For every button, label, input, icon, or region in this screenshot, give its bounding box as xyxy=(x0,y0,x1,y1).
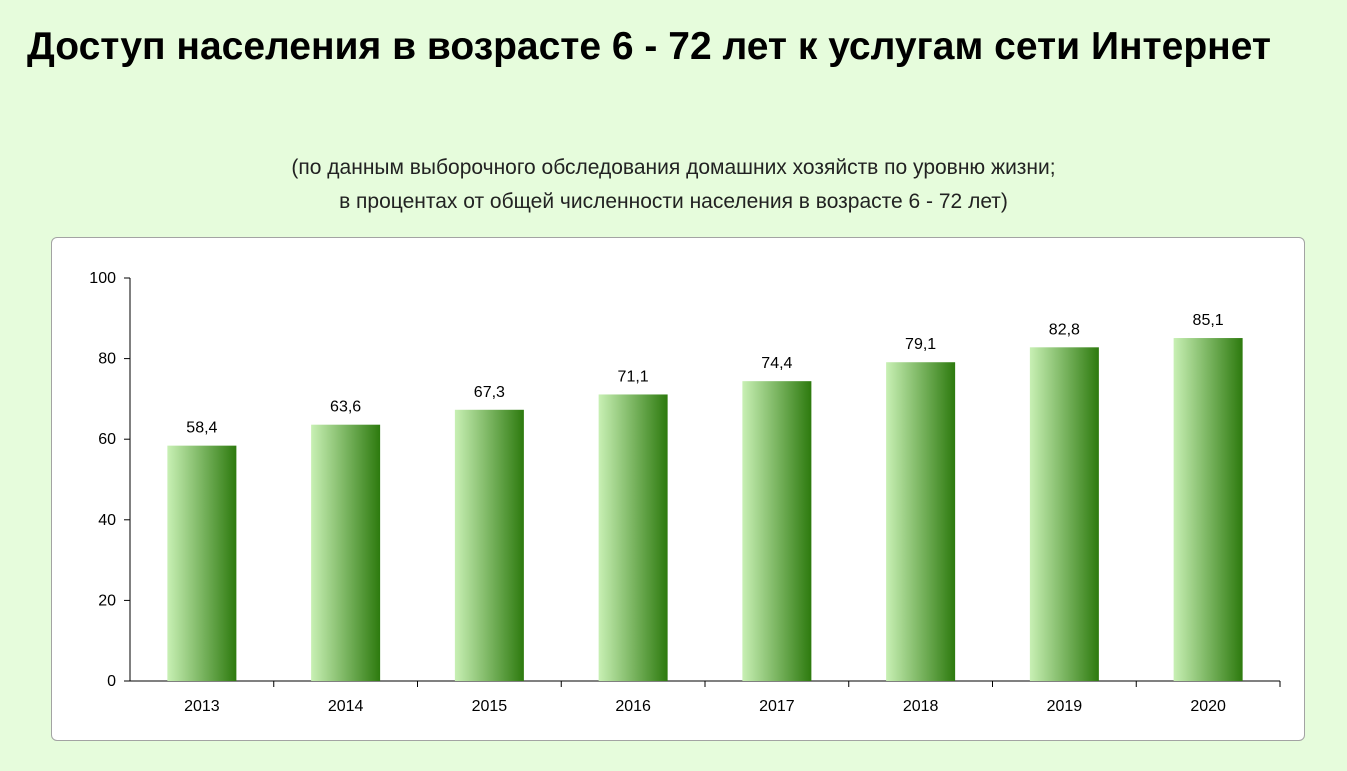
bar-2014 xyxy=(311,424,381,681)
data-label-2018: 79,1 xyxy=(905,336,936,353)
x-tick-label-2017: 2017 xyxy=(759,698,795,715)
data-label-2017: 74,4 xyxy=(761,355,792,372)
bar-2015 xyxy=(454,409,524,681)
data-label-2016: 71,1 xyxy=(618,368,649,385)
subtitle-line-2: в процентах от общей численности населен… xyxy=(339,190,1008,213)
data-label-2019: 82,8 xyxy=(1049,321,1080,338)
data-label-2014: 63,6 xyxy=(330,399,361,416)
x-tick-label-2019: 2019 xyxy=(1047,698,1083,715)
x-tick-label-2016: 2016 xyxy=(615,698,651,715)
bar-2017 xyxy=(742,381,812,681)
bars xyxy=(167,338,1243,681)
bar-2016 xyxy=(598,394,668,681)
y-tick-label: 0 xyxy=(107,673,116,690)
axes xyxy=(124,277,1281,687)
x-tick-label-2020: 2020 xyxy=(1190,698,1226,715)
chart-panel: 0 20 40 60 80 100 58,4 2013 63,6 2014 67,3 2015 71,1… xyxy=(51,237,1305,741)
data-label-2020: 85,1 xyxy=(1193,312,1224,329)
bar-2018 xyxy=(886,362,956,681)
y-tick-label: 20 xyxy=(98,592,116,609)
subtitle-line-1: (по данным выборочного обследования дома… xyxy=(291,156,1056,179)
x-tick-label-2013: 2013 xyxy=(184,698,220,715)
bar-2019 xyxy=(1029,347,1099,681)
bar-chart: 0 20 40 60 80 100 58,4 2013 63,6 2014 67,3 2015 71,1… xyxy=(89,270,1281,715)
y-tick-label: 60 xyxy=(98,431,116,448)
chart-subtitle: (по данным выборочного обследования дома… xyxy=(0,151,1347,219)
labels: 0 20 40 60 80 100 58,4 2013 63,6 2014 67,3 2015 71,1… xyxy=(89,270,1226,715)
bar-2013 xyxy=(167,445,237,681)
data-label-2015: 67,3 xyxy=(474,384,505,401)
x-tick-label-2015: 2015 xyxy=(472,698,508,715)
y-tick-label: 80 xyxy=(98,351,116,368)
y-tick-label: 40 xyxy=(98,512,116,529)
page-title: Доступ населения в возрасте 6 - 72 лет к… xyxy=(27,25,1271,68)
bar-2020 xyxy=(1173,338,1243,681)
y-tick-label: 100 xyxy=(89,270,116,287)
x-tick-label-2014: 2014 xyxy=(328,698,364,715)
x-tick-label-2018: 2018 xyxy=(903,698,939,715)
data-label-2013: 58,4 xyxy=(186,420,217,437)
